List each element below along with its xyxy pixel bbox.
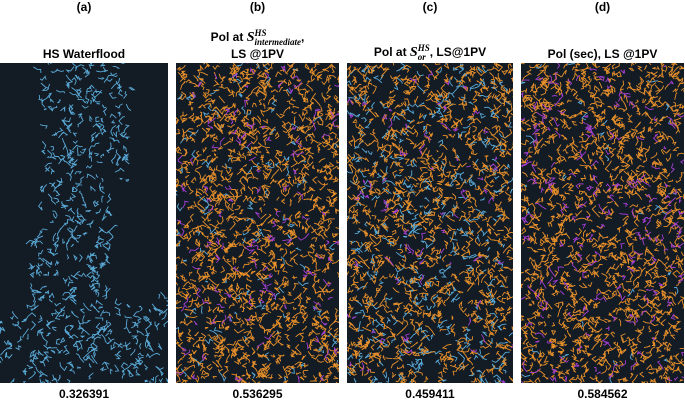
title-line: Pol at S HS or, LS@1PV <box>374 44 486 62</box>
network-texture <box>176 63 339 383</box>
indices: HS intermediate <box>254 29 301 47</box>
panel-title: Pol at S HS or, LS@1PV <box>347 18 513 62</box>
panel: (b) Pol at S HS intermediate, LS @1PV 0.53… <box>176 0 339 402</box>
panel: (d) Pol (sec), LS @1PV 0.584562 <box>521 0 684 402</box>
title-line: Pol at S HS intermediate, <box>211 29 305 47</box>
panel-title: Pol (sec), LS @1PV <box>521 18 684 62</box>
network-texture <box>347 63 513 383</box>
title-text: Pol at <box>210 30 247 45</box>
network-texture <box>347 63 513 383</box>
network-texture <box>347 70 513 383</box>
title-text: Pol at <box>373 45 410 60</box>
network-image <box>176 63 339 383</box>
panel-label: (c) <box>422 0 438 14</box>
image-background <box>0 63 168 383</box>
panel-title: Pol at S HS intermediate, LS @1PV <box>176 18 339 62</box>
network-image <box>0 63 168 383</box>
superscript: HS <box>254 28 267 38</box>
network-image <box>521 63 684 383</box>
panel: (c) Pol at S HS or, LS@1PV 0.459411 <box>347 0 513 402</box>
panel-title: HS Waterflood <box>0 18 168 62</box>
symbol: S <box>409 45 418 61</box>
panel-value: 0.584562 <box>577 387 628 401</box>
title-line: LS @1PV <box>230 47 285 61</box>
title-text: , LS@1PV <box>429 45 487 60</box>
symbol: S <box>246 30 255 46</box>
network-texture <box>0 63 168 383</box>
panel-label: (a) <box>76 0 92 14</box>
network-texture <box>521 63 684 383</box>
panel-value: 0.536295 <box>232 387 283 401</box>
subscript: or <box>417 52 426 62</box>
panel-value: 0.459411 <box>405 387 455 401</box>
panel-value: 0.326391 <box>58 387 110 401</box>
panel: (a) HS Waterflood 0.326391 <box>0 0 168 402</box>
title-text: , <box>300 30 305 45</box>
panel-label: (b) <box>249 0 266 14</box>
network-texture <box>176 63 339 383</box>
superscript: HS <box>417 43 430 53</box>
subscript: intermediate <box>254 37 301 47</box>
title-text: HS Waterflood <box>42 47 126 61</box>
indices: HS or <box>418 44 430 62</box>
panel-label: (d) <box>594 0 611 14</box>
title-text: Pol (sec), LS @1PV <box>547 47 658 61</box>
network-image <box>347 63 513 383</box>
